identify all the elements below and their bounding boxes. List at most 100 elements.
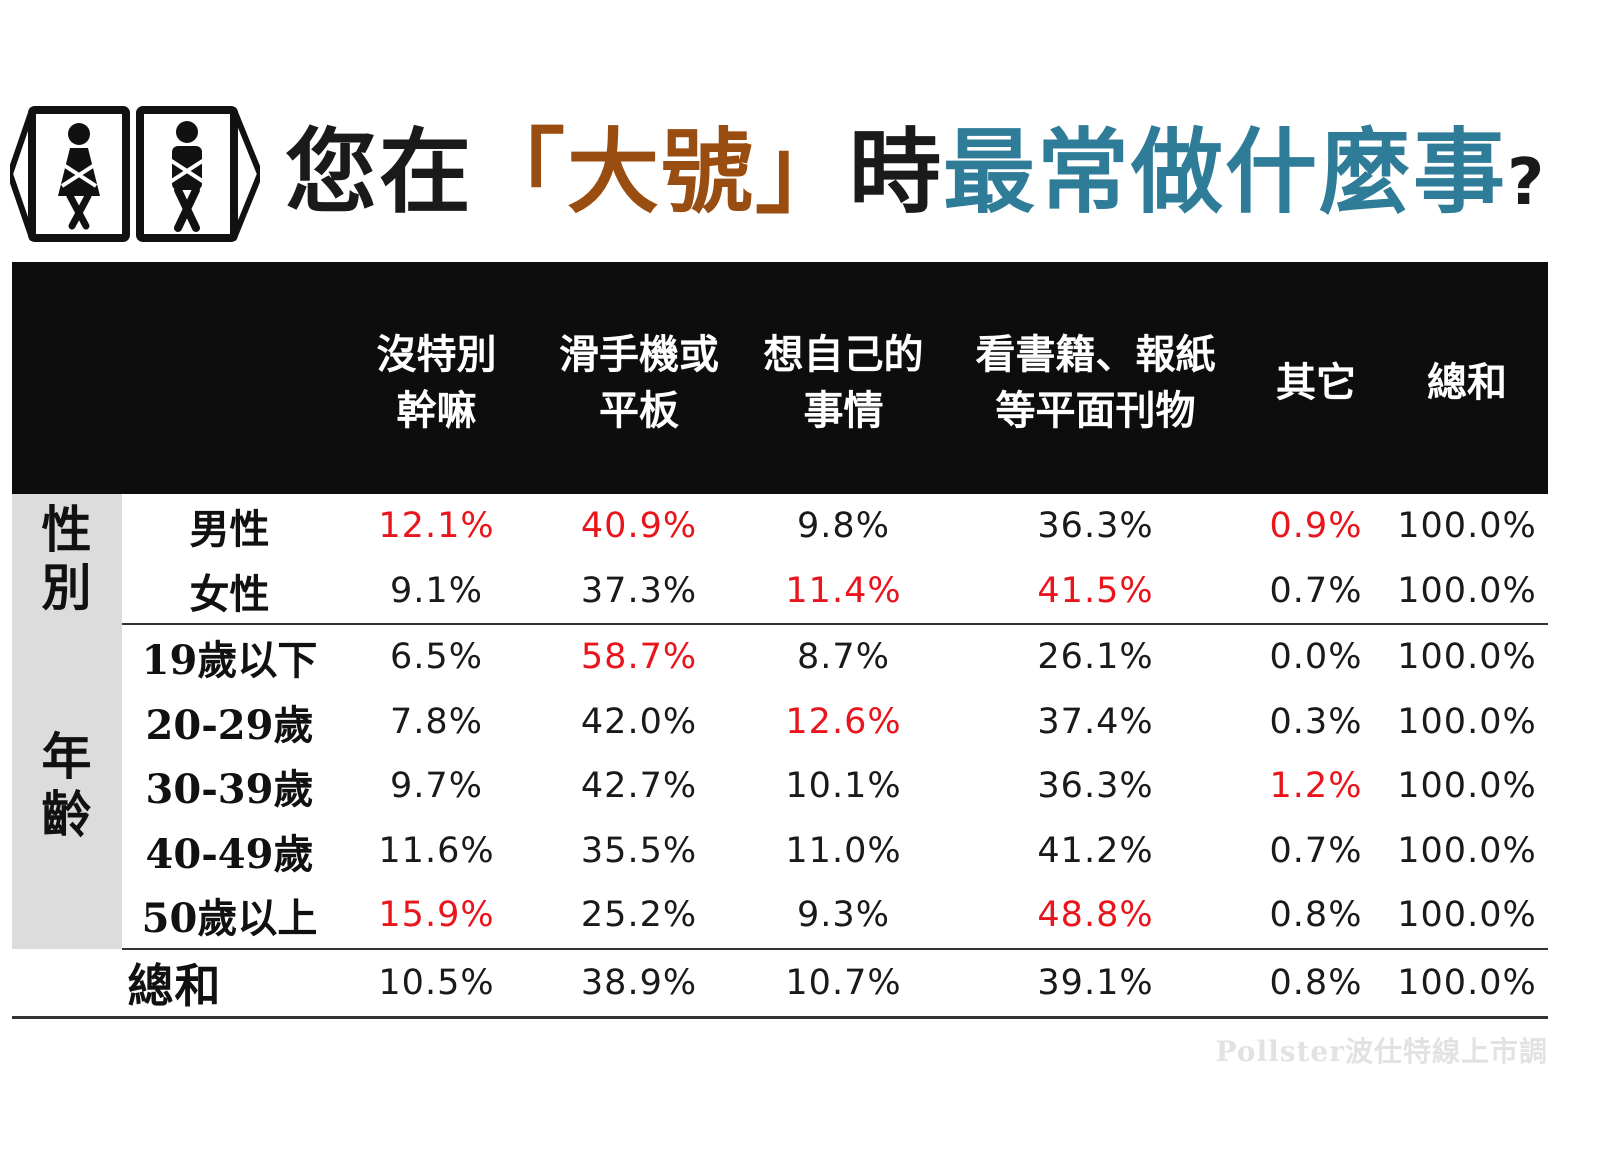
column-header-line1: 想自己的 xyxy=(763,332,924,378)
table-cell: 9.7% xyxy=(390,766,483,807)
watermark: Pollster波仕特線上市調 xyxy=(1215,1035,1548,1068)
table-row: 性別 男性 12.1% 40.9% 9.8% 36.3% 0.9% 100.0% xyxy=(12,494,1548,624)
title-part-4: 最常做什麼事 xyxy=(943,119,1508,226)
table-cell: 6.5% xyxy=(390,637,483,678)
title-part-5: ? xyxy=(1507,146,1547,220)
table-cell: 100.0% xyxy=(1386,558,1548,625)
table-cell: 9.8% xyxy=(797,506,890,547)
table-row: 30-39歲 9.7% 42.7% 10.1% 36.3% 1.2% 100.0% xyxy=(12,754,1548,819)
table-cell: 25.2% xyxy=(536,883,742,950)
table-cell: 15.9% xyxy=(337,883,536,950)
header-empty xyxy=(122,262,337,494)
table-cell: 0.3% xyxy=(1269,701,1363,742)
row-label: 30-39歲 xyxy=(145,766,314,814)
restroom-woman-icon xyxy=(10,106,130,242)
column-header-line1: 滑手機或 xyxy=(559,332,719,378)
table-cell: 100.0% xyxy=(1397,506,1537,547)
column-header-line1: 沒特別 xyxy=(376,332,497,378)
table-cell: 42.7% xyxy=(580,766,698,807)
survey-table-wrapper: 沒特別 幹嘛 滑手機或 平板 想自己的 事情 看書籍、報紙 等平面刊物 其它 總和 性別男性 12.… xyxy=(12,262,1548,1019)
table-cell: 0.7% xyxy=(1246,558,1386,625)
table-cell: 100.0% xyxy=(1397,766,1537,807)
column-header-line2: 事情 xyxy=(803,388,884,434)
row-label: 20-29歲 xyxy=(145,701,314,749)
row-label: 40-49歲 xyxy=(145,830,314,878)
table-cell: 36.3% xyxy=(1037,506,1154,547)
column-header: 沒特別 幹嘛 xyxy=(337,262,536,494)
group-label-char: 別 xyxy=(41,558,93,617)
total-cell: 100.0% xyxy=(1386,948,1548,1019)
table-row: 女性 9.1% 37.3% 11.4% 41.5% 0.7% 100.0% xyxy=(12,558,1548,625)
column-header: 想自己的 事情 xyxy=(742,262,945,494)
total-cell: 39.1% xyxy=(945,948,1246,1019)
table-cell: 10.1% xyxy=(785,766,902,807)
total-label: 總和 xyxy=(12,948,337,1019)
title-part-2: 「大號」 xyxy=(473,119,850,226)
table-cell: 0.7% xyxy=(1269,830,1363,871)
row-label: 19歲以下 xyxy=(141,637,318,685)
total-cell: 10.5% xyxy=(337,948,536,1019)
title-part-3: 時 xyxy=(849,119,944,226)
chart-title: 您在「大號」時最常做什麼事? xyxy=(285,108,1546,238)
column-header-line1: 看書籍、報紙 xyxy=(975,332,1216,378)
table-cell: 37.4% xyxy=(1037,701,1154,742)
table-cell: 11.6% xyxy=(378,830,495,871)
table-cell: 58.7% xyxy=(580,637,698,678)
table-cell: 0.0% xyxy=(1269,637,1363,678)
table-cell: 1.2% xyxy=(1269,766,1363,807)
column-header-line2: 平板 xyxy=(599,388,679,434)
table-cell: 42.0% xyxy=(580,701,698,742)
table-cell: 8.7% xyxy=(797,637,890,678)
table-cell: 35.5% xyxy=(580,830,698,871)
table-cell: 0.9% xyxy=(1269,506,1363,547)
table-cell: 0.8% xyxy=(1246,883,1386,950)
column-header: 看書籍、報紙 等平面刊物 xyxy=(945,262,1246,494)
survey-table: 沒特別 幹嘛 滑手機或 平板 想自己的 事情 看書籍、報紙 等平面刊物 其它 總和 性別男性 12.… xyxy=(12,262,1548,1019)
column-header: 滑手機或 平板 xyxy=(536,262,742,494)
table-cell: 11.0% xyxy=(785,830,902,871)
column-header: 其它 xyxy=(1246,262,1386,494)
table-cell: 100.0% xyxy=(1397,701,1537,742)
restroom-man-icon xyxy=(136,106,260,242)
group-label-char: 年 xyxy=(41,727,93,787)
row-label: 男性 xyxy=(189,506,270,554)
table-cell: 36.3% xyxy=(1037,766,1154,807)
header-row: 沒特別 幹嘛 滑手機或 平板 想自己的 事情 看書籍、報紙 等平面刊物 其它 總和 xyxy=(12,262,1548,494)
group-label: 性別 xyxy=(12,494,122,624)
table-cell: 9.3% xyxy=(742,883,945,950)
table-cell: 100.0% xyxy=(1397,830,1537,871)
table-cell: 41.5% xyxy=(945,558,1246,625)
header-empty xyxy=(12,262,122,494)
column-header-line1: 總和 xyxy=(1427,360,1507,406)
table-body: 性別男性 12.1% 40.9% 9.8% 36.3% 0.9% 100.0% 女性 9.1% 3… xyxy=(12,494,1548,1019)
table-row: 50歲以上 15.9% 25.2% 9.3% 48.8% 0.8% 100.0% xyxy=(12,883,1548,950)
table-cell: 48.8% xyxy=(945,883,1246,950)
total-cell: 38.9% xyxy=(536,948,742,1019)
table-cell: 9.1% xyxy=(337,558,536,625)
table-row: 年齡 19歲以下 6.5% 58.7% 8.7% 26.1% 0.0% 100.0% xyxy=(12,624,1548,949)
column-header-line1: 其它 xyxy=(1276,360,1356,406)
restroom-icons xyxy=(10,106,260,242)
table-cell: 26.1% xyxy=(1037,637,1154,678)
table-cell: 12.6% xyxy=(785,701,902,742)
group-label: 年齡 xyxy=(12,624,122,949)
row-label: 女性 xyxy=(122,558,337,625)
table-row: 20-29歲 7.8% 42.0% 12.6% 37.4% 0.3% 100.0% xyxy=(12,690,1548,755)
row-label: 50歲以上 xyxy=(122,883,337,950)
column-header-line2: 等平面刊物 xyxy=(995,388,1196,434)
group-label-char: 齡 xyxy=(41,785,93,845)
table-cell: 100.0% xyxy=(1397,637,1537,678)
title-part-1: 您在 xyxy=(285,119,474,226)
total-cell: 10.7% xyxy=(742,948,945,1019)
table-row: 40-49歲 11.6% 35.5% 11.0% 41.2% 0.7% 100.0% xyxy=(12,819,1548,884)
table-cell: 11.4% xyxy=(742,558,945,625)
total-cell: 0.8% xyxy=(1246,948,1386,1019)
table-cell: 7.8% xyxy=(390,701,483,742)
table-cell: 100.0% xyxy=(1386,883,1548,950)
column-header-line2: 幹嘛 xyxy=(396,388,477,434)
column-header: 總和 xyxy=(1386,262,1548,494)
table-cell: 41.2% xyxy=(1037,830,1154,871)
group-label-char: 性 xyxy=(41,500,93,559)
title-row: 您在「大號」時最常做什麼事? xyxy=(0,96,1600,246)
table-cell: 12.1% xyxy=(378,506,495,547)
